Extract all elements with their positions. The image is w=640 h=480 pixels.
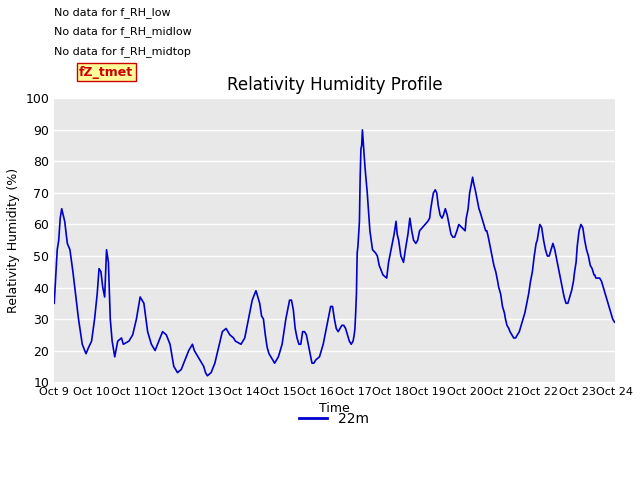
Text: No data for f_RH_low: No data for f_RH_low xyxy=(54,7,171,18)
Text: No data for f_RH_midlow: No data for f_RH_midlow xyxy=(54,26,192,37)
Text: No data for f_RH_midtop: No data for f_RH_midtop xyxy=(54,46,191,57)
Text: fZ_tmet: fZ_tmet xyxy=(79,66,133,79)
Legend: 22m: 22m xyxy=(294,407,375,432)
X-axis label: Time: Time xyxy=(319,403,350,416)
Title: Relativity Humidity Profile: Relativity Humidity Profile xyxy=(227,76,442,94)
Y-axis label: Relativity Humidity (%): Relativity Humidity (%) xyxy=(7,168,20,313)
